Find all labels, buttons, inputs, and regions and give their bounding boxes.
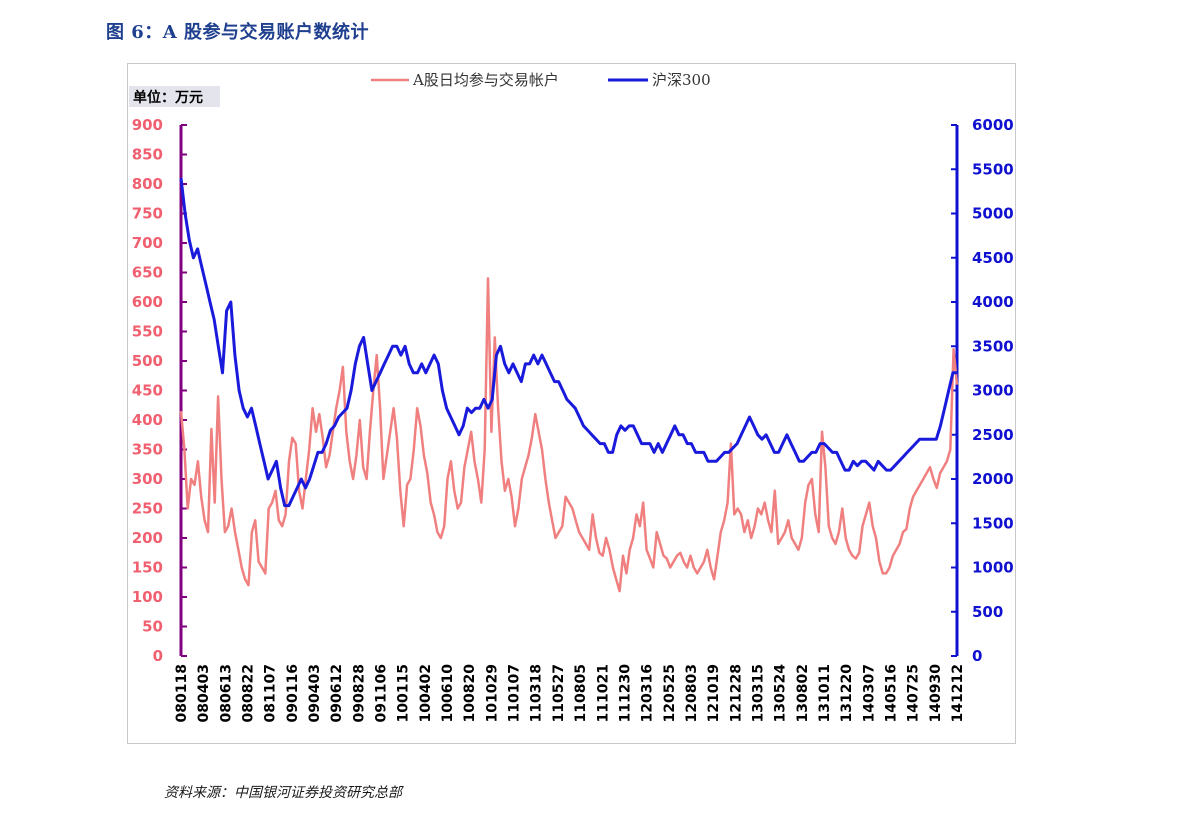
x-tick-label: 100820: [462, 664, 478, 723]
x-tick-label: 130802: [795, 664, 811, 722]
left-tick-label: 100: [132, 588, 163, 606]
right-tick-label: 3500: [972, 337, 1014, 355]
x-tick-label: 120316: [640, 664, 656, 722]
right-tick-label: 500: [972, 603, 1003, 621]
x-tick-label: 100402: [418, 664, 434, 722]
x-tick-label: 120803: [684, 664, 700, 722]
chart-frame: [127, 63, 1016, 744]
x-tick-label: 100115: [396, 664, 412, 722]
left-tick-label: 200: [132, 529, 163, 547]
x-tick-label: 081107: [263, 664, 279, 722]
x-tick-label: 100610: [440, 664, 456, 723]
left-tick-label: 250: [132, 500, 163, 518]
right-tick-label: 1500: [972, 514, 1014, 532]
x-tick-label: 080403: [196, 664, 212, 722]
x-tick-label: 140725: [906, 664, 922, 722]
right-tick-label: 5500: [972, 160, 1014, 178]
x-tick-label: 121228: [728, 664, 744, 722]
right-tick-label: 2000: [972, 470, 1014, 488]
x-tick-label: 131220: [839, 664, 855, 723]
x-tick-label: 111021: [595, 664, 611, 722]
left-tick-label: 150: [132, 559, 163, 577]
x-tick-label: 110527: [551, 664, 567, 722]
right-tick-label: 4000: [972, 293, 1014, 311]
right-tick-label: 6000: [972, 116, 1014, 134]
left-tick-label: 550: [132, 323, 163, 341]
x-tick-label: 110107: [507, 664, 523, 722]
left-tick-label: 500: [132, 352, 163, 370]
right-tick-label: 5000: [972, 205, 1014, 223]
x-axis-ticks: 080118 080403 080613 080822 081107 090116 0904…: [174, 664, 966, 723]
chart-legend: A股日均参与交易帐户 沪深300: [371, 71, 711, 89]
x-tick-label: 090828: [351, 664, 367, 722]
x-tick-label: 111230: [617, 664, 633, 723]
series-line-accounts: [179, 277, 959, 593]
left-tick-label: 400: [132, 411, 163, 429]
left-tick-label: 300: [132, 470, 163, 488]
series-line-hs300: [179, 177, 957, 508]
x-tick-label: 090612: [329, 664, 345, 722]
unit-label: 单位：万元: [133, 89, 203, 106]
x-tick-label: 140307: [861, 664, 877, 722]
right-tick-label: 4500: [972, 249, 1014, 267]
source-note: 资料来源：中国银河证券投资研究总部: [164, 785, 402, 801]
x-tick-label: 080822: [241, 664, 257, 722]
x-tick-label: 090403: [307, 664, 323, 722]
left-tick-label: 50: [142, 618, 163, 636]
x-tick-label: 110318: [529, 664, 545, 722]
x-tick-label: 080613: [218, 664, 234, 722]
x-tick-label: 141212: [950, 664, 966, 722]
x-tick-label: 131011: [817, 664, 833, 722]
x-tick-label: 140516: [883, 664, 899, 722]
left-tick-label: 750: [132, 205, 163, 223]
right-tick-label: 3000: [972, 382, 1014, 400]
x-tick-label: 110805: [573, 664, 589, 722]
x-tick-label: 120525: [662, 664, 678, 722]
right-axis-ticks: 0 500 1000 1500 2000 2500 3000 3500 4000 4500 5000…: [951, 116, 1014, 665]
legend-label-hs300: 沪深300: [652, 71, 711, 89]
left-tick-label: 850: [132, 146, 163, 164]
left-tick-label: 650: [132, 264, 163, 282]
left-tick-label: 800: [132, 175, 163, 193]
figure-title: 图 6：A 股参与交易账户数统计: [106, 22, 370, 43]
unit-label-bg: [129, 86, 220, 107]
left-tick-label: 350: [132, 441, 163, 459]
x-tick-label: 130524: [773, 664, 789, 723]
left-axis-ticks: 0 50 100 150 200 250 300 350 400 450 500 550 600 650 7…: [132, 116, 187, 665]
left-tick-label: 600: [132, 293, 163, 311]
x-tick-label: 090116: [285, 664, 301, 722]
right-tick-label: 0: [972, 647, 982, 665]
x-tick-label: 121019: [706, 664, 722, 722]
left-tick-label: 700: [132, 234, 163, 252]
x-tick-label: 140930: [928, 664, 944, 723]
left-tick-label: 0: [153, 647, 163, 665]
right-tick-label: 2500: [972, 426, 1014, 444]
x-tick-label: 130315: [750, 664, 766, 722]
right-tick-label: 1000: [972, 559, 1014, 577]
x-tick-label: 091106: [374, 664, 390, 722]
left-tick-label: 450: [132, 382, 163, 400]
x-tick-label: 080118: [174, 664, 190, 722]
left-tick-label: 900: [132, 116, 163, 134]
legend-label-accounts: A股日均参与交易帐户: [412, 71, 559, 89]
x-tick-label: 101029: [484, 664, 500, 722]
